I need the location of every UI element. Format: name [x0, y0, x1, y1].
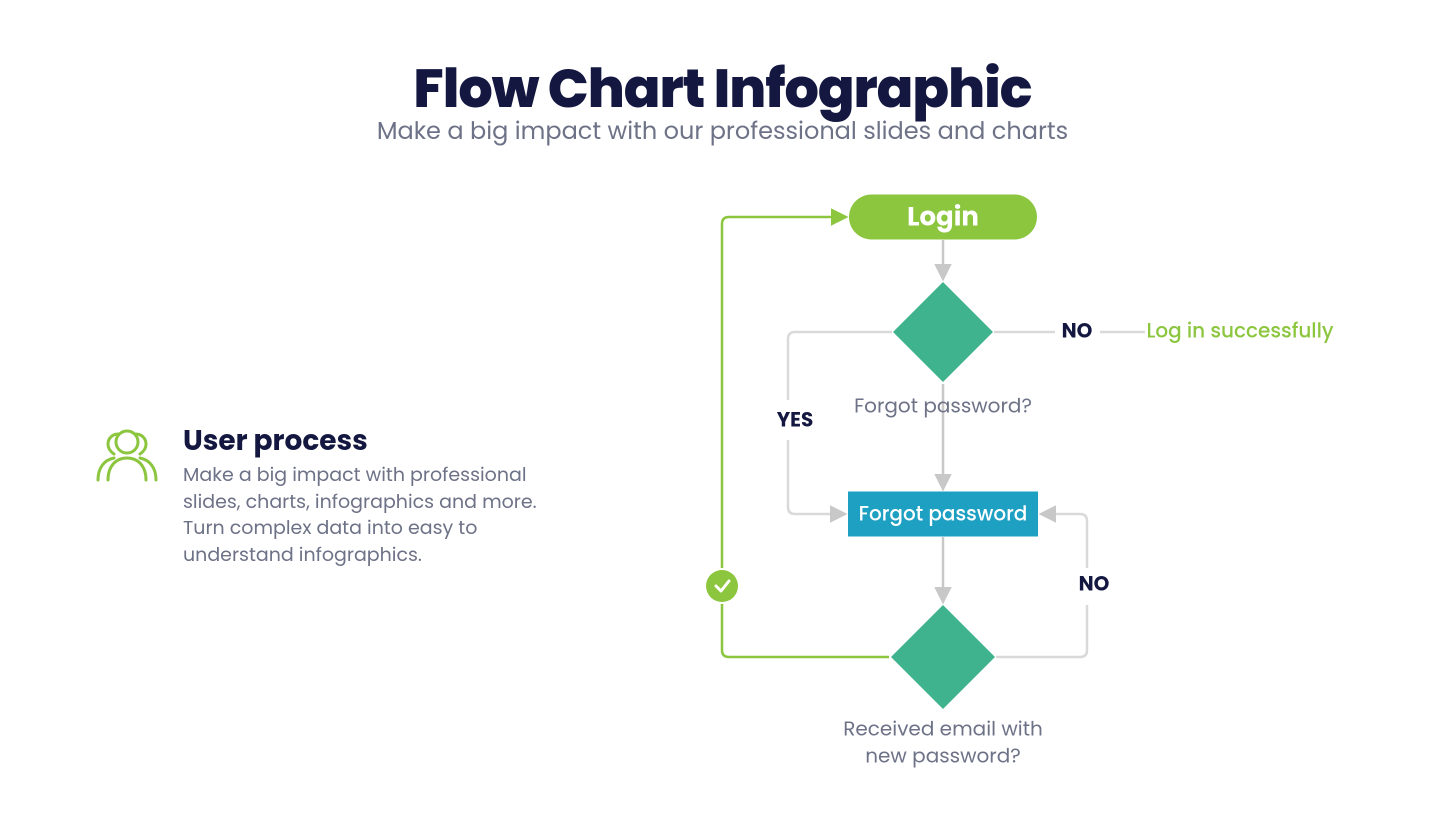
svg-text:NO: NO	[1062, 317, 1093, 345]
svg-text:YES: YES	[777, 406, 814, 434]
svg-text:Received email with: Received email with	[843, 714, 1043, 742]
side-heading: User process	[183, 420, 368, 462]
svg-text:Login: Login	[907, 199, 979, 235]
svg-text:new password?: new password?	[865, 741, 1021, 769]
svg-text:NO: NO	[1079, 570, 1110, 598]
svg-text:Forgot password?: Forgot password?	[854, 391, 1032, 419]
svg-text:Forgot password: Forgot password	[859, 500, 1028, 528]
users-icon	[94, 426, 160, 484]
flowchart: Login Forgot password? Forgot password Rece…	[700, 180, 1360, 800]
svg-text:Log in successfully: Log in successfully	[1146, 317, 1333, 345]
side-body: Make a big impact with professional slid…	[183, 462, 583, 568]
page-subtitle: Make a big impact with our professional …	[0, 114, 1445, 149]
